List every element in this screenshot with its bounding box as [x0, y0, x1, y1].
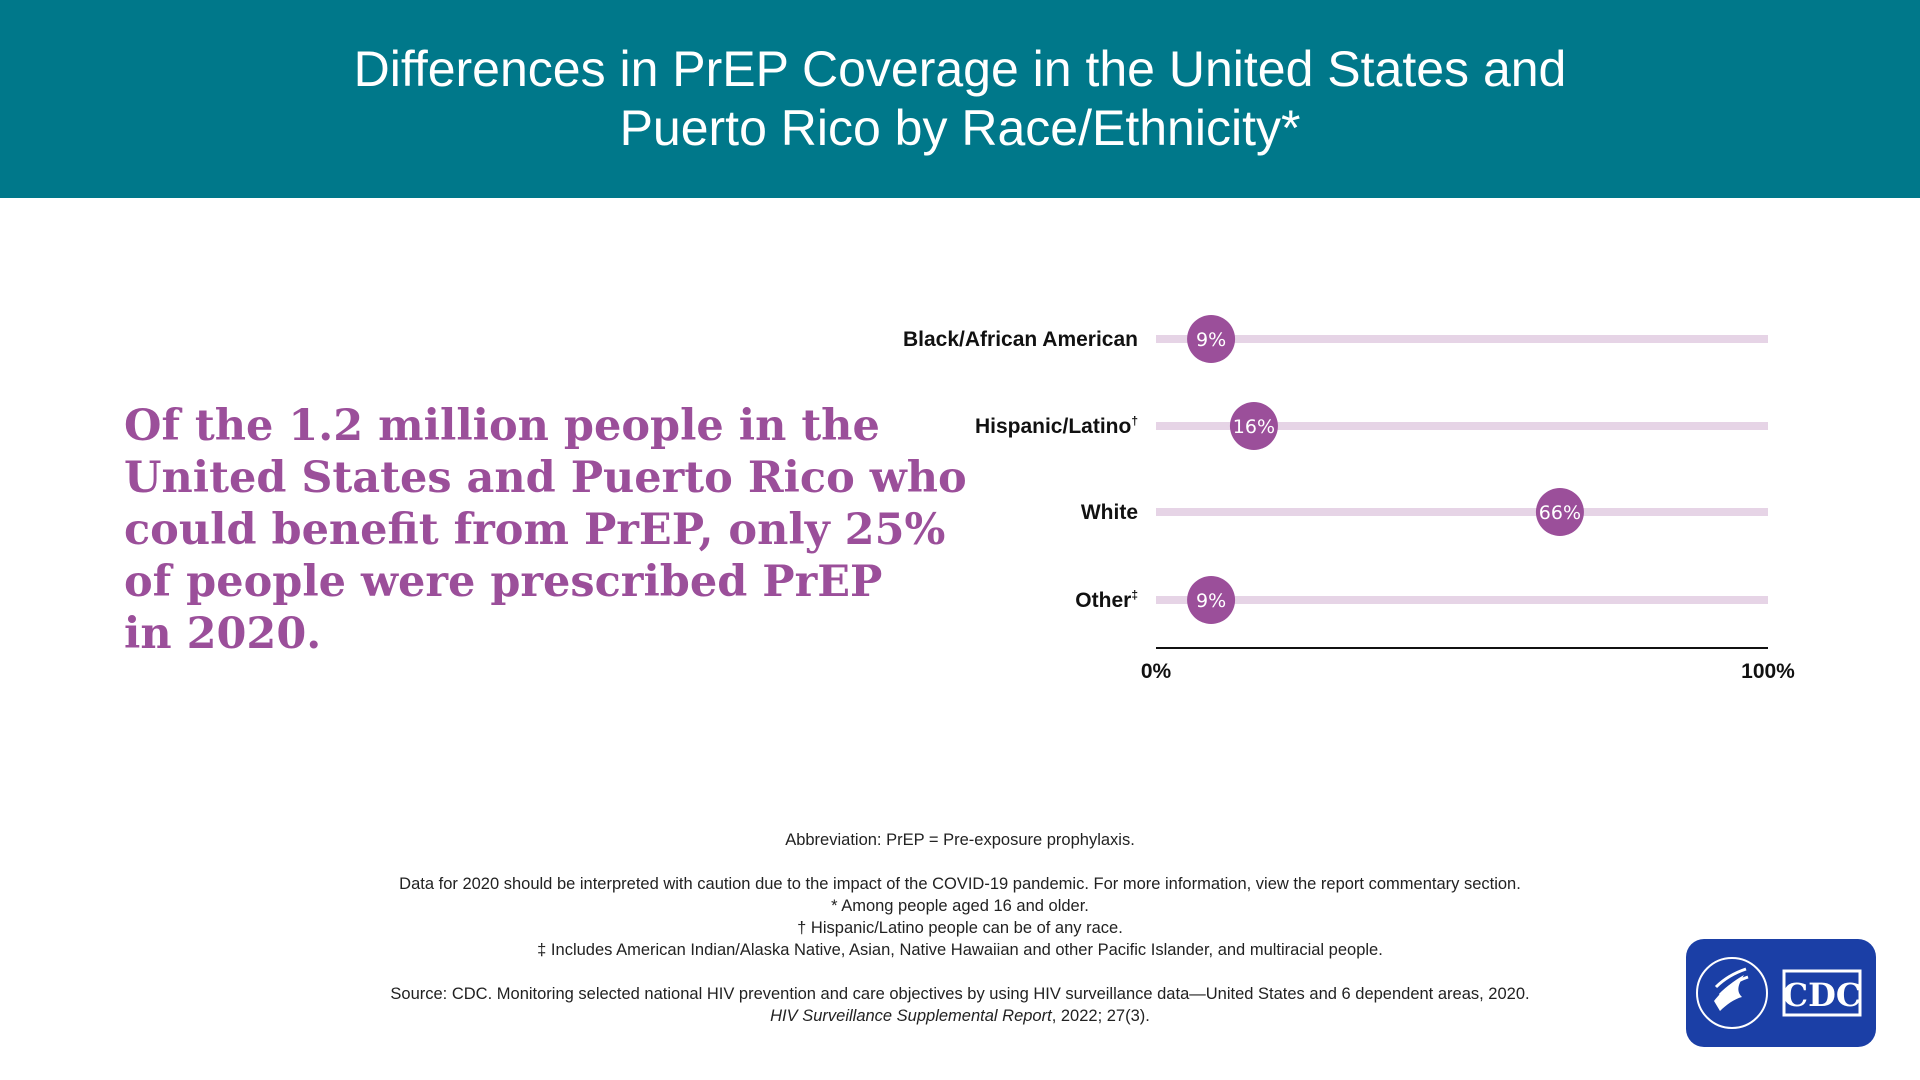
category-label: Hispanic/Latino† [975, 414, 1138, 438]
data-label: 9% [1196, 329, 1226, 351]
category-footnote-mark: ‡ [1131, 588, 1138, 602]
data-point [1535, 488, 1584, 536]
cdc-logo-text: CDC [1783, 976, 1862, 1014]
page-title-line-1: Differences in PrEP Coverage in the Unit… [353, 41, 1567, 97]
key-finding-text: Of the 1.2 million people in the United … [124, 400, 967, 660]
footnote-star: * Among people aged 16 and older. [831, 897, 1089, 915]
data-point [1229, 402, 1278, 450]
cdc-logo: CDC [1686, 939, 1876, 1047]
caution-note: Data for 2020 should be interpreted with… [399, 875, 1521, 893]
key-finding-line-1: Of the 1.2 million people in the [124, 401, 880, 451]
data-point [1187, 315, 1236, 363]
source-citation: HIV Surveillance Supplemental Report, 20… [0, 1005, 1920, 1027]
key-finding-line-3: could benefit from PrEP, only 25% [124, 505, 946, 555]
key-finding-line-2: United States and Puerto Rico who [124, 453, 967, 503]
footnotes: Abbreviation: PrEP = Pre-exposure prophy… [0, 829, 1920, 1027]
data-label: 66% [1539, 502, 1581, 524]
source-journal-title: HIV Surveillance Supplemental Report [770, 1007, 1052, 1025]
x-tick-label: 0% [1141, 660, 1172, 683]
data-label: 9% [1196, 590, 1226, 612]
key-finding-line-5: in 2020. [124, 609, 322, 659]
footnote-double-dagger: ‡ Includes American Indian/Alaska Native… [537, 941, 1383, 959]
source-note: Source: CDC. Monitoring selected nationa… [390, 985, 1530, 1003]
abbreviation-note: Abbreviation: PrEP = Pre-exposure prophy… [785, 831, 1135, 849]
category-label: Other‡ [1075, 588, 1138, 612]
header-banner: Differences in PrEP Coverage in the Unit… [0, 0, 1920, 198]
key-finding-line-4: of people were prescribed PrEP [124, 557, 883, 607]
data-point [1187, 576, 1236, 624]
hhs-eagle-icon: CDC [1696, 957, 1862, 1029]
category-footnote-mark: † [1131, 414, 1138, 428]
category-label: White [1081, 501, 1138, 524]
page-title-line-2: Puerto Rico by Race/Ethnicity* [619, 100, 1301, 156]
prep-coverage-dot-chart: Black/African American 9% Hispanic/Latino†… [903, 315, 1795, 683]
category-label: Black/African American [903, 328, 1138, 351]
data-label: 16% [1233, 416, 1275, 438]
source-citation-detail: , 2022; 27(3). [1051, 1007, 1150, 1025]
x-tick-label: 100% [1741, 660, 1795, 683]
footnote-dagger: † Hispanic/Latino people can be of any r… [797, 919, 1123, 937]
